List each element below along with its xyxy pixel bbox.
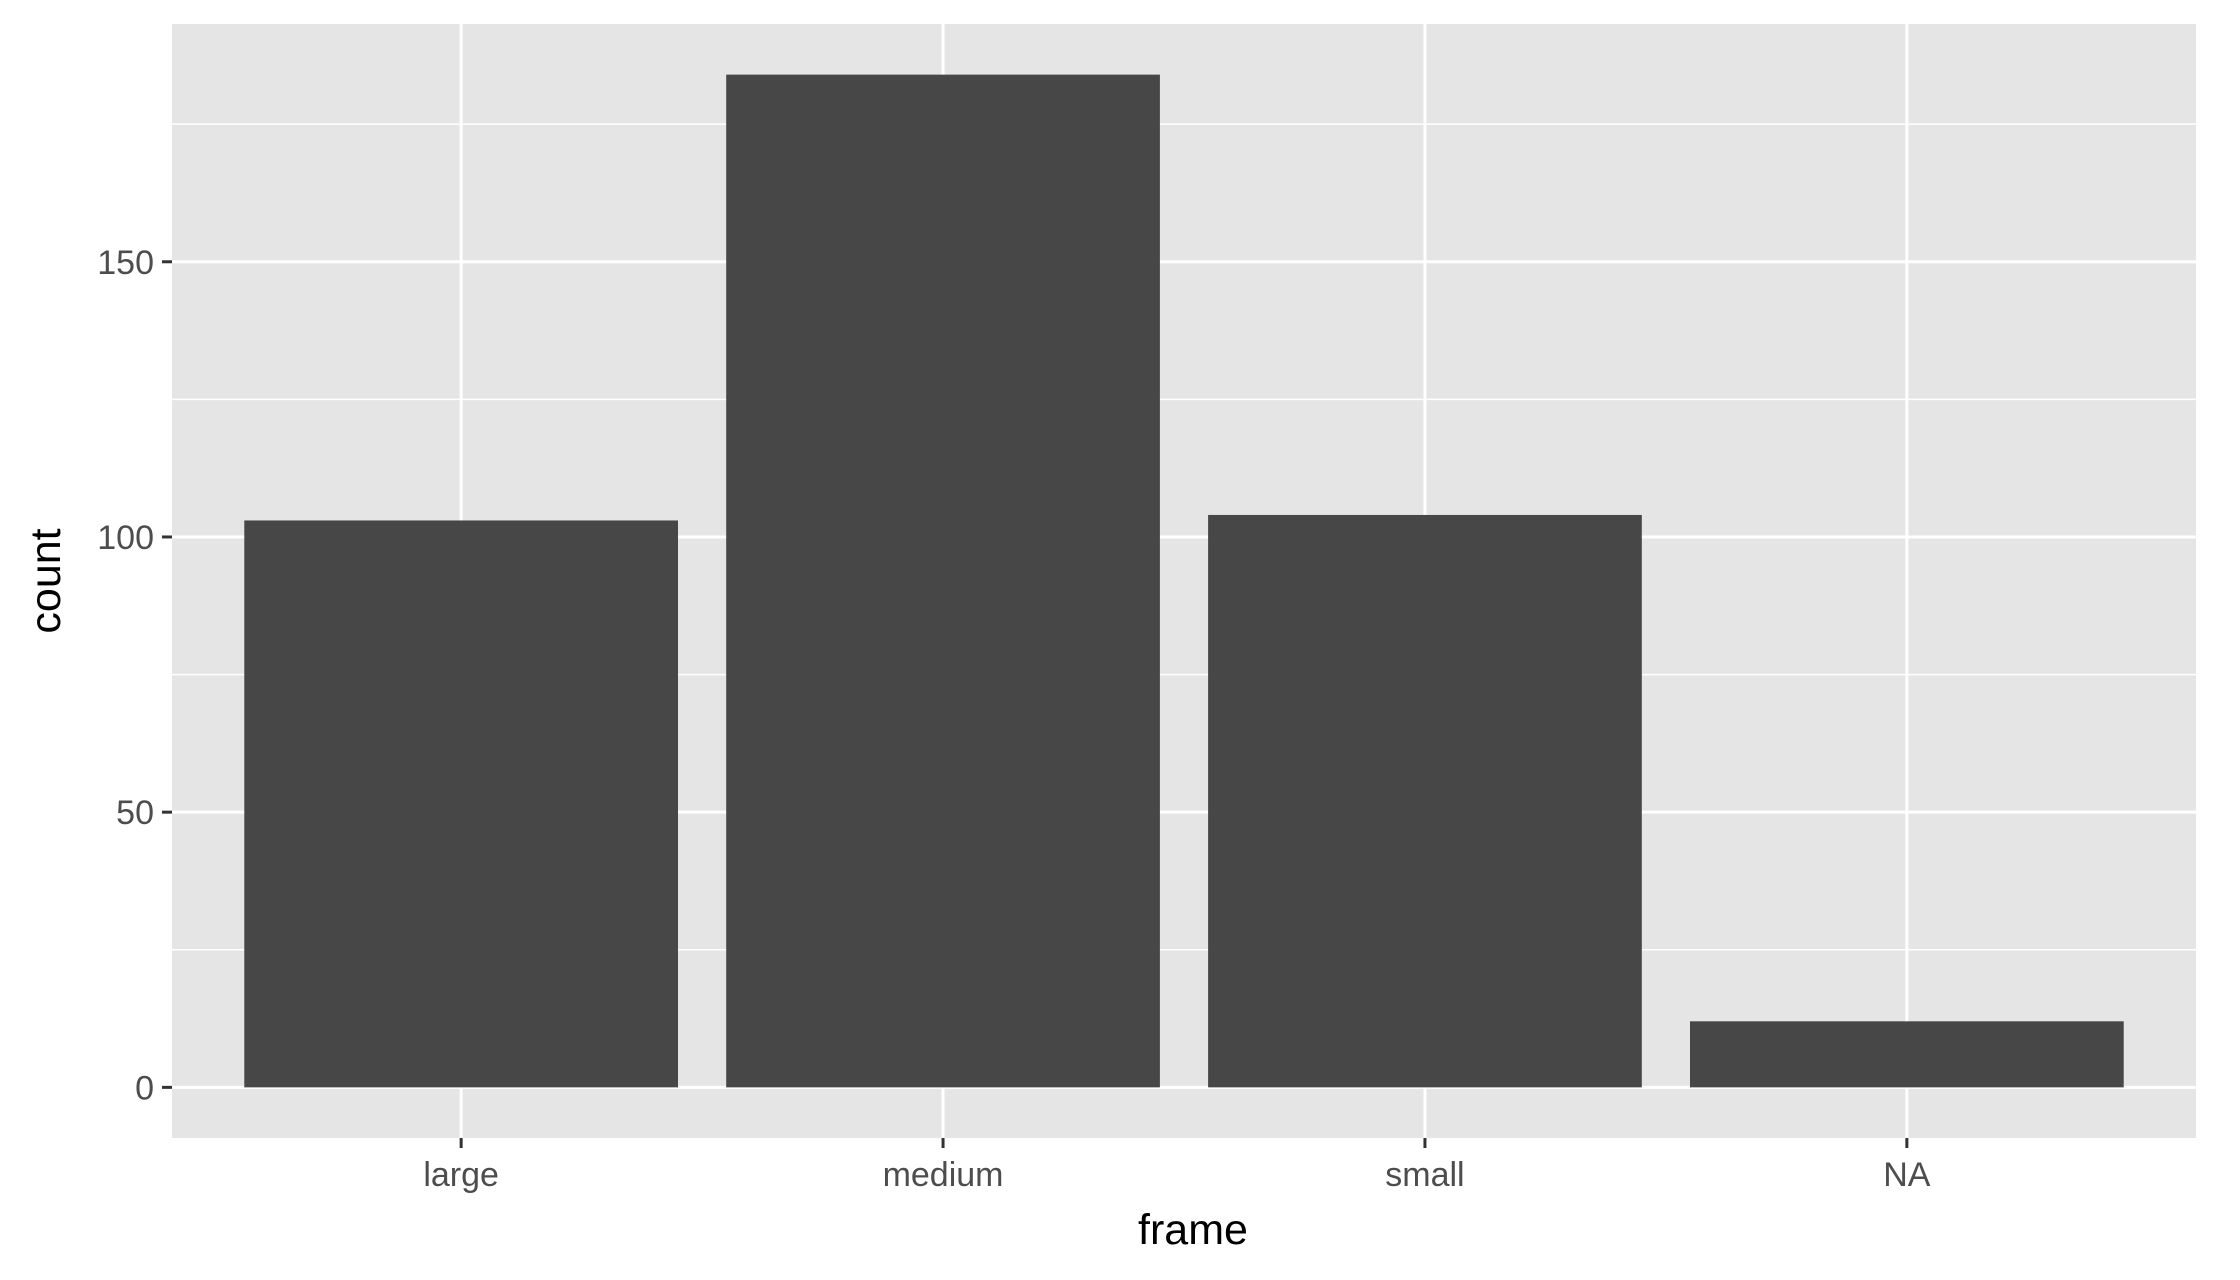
y-axis-title: count: [22, 528, 70, 633]
x-tick-label: NA: [1883, 1156, 1931, 1194]
bar-medium: [726, 74, 1160, 1088]
x-tick-label: large: [423, 1156, 499, 1194]
bars: [244, 74, 2124, 1088]
bar-small: [1208, 514, 1642, 1088]
y-axis: 0 50 100 150: [97, 244, 172, 1107]
y-tick-label: 0: [135, 1069, 154, 1107]
x-tick-label: medium: [883, 1156, 1004, 1194]
y-tick-label: 50: [116, 794, 154, 832]
bar-na: [1690, 1021, 2124, 1088]
x-tick-label: small: [1385, 1156, 1464, 1194]
y-tick-label: 150: [97, 244, 154, 282]
bar-large: [244, 520, 679, 1088]
x-axis: large medium small NA: [423, 1138, 1931, 1194]
x-axis-title: frame: [1138, 1206, 1248, 1254]
y-tick-label: 100: [97, 519, 154, 557]
